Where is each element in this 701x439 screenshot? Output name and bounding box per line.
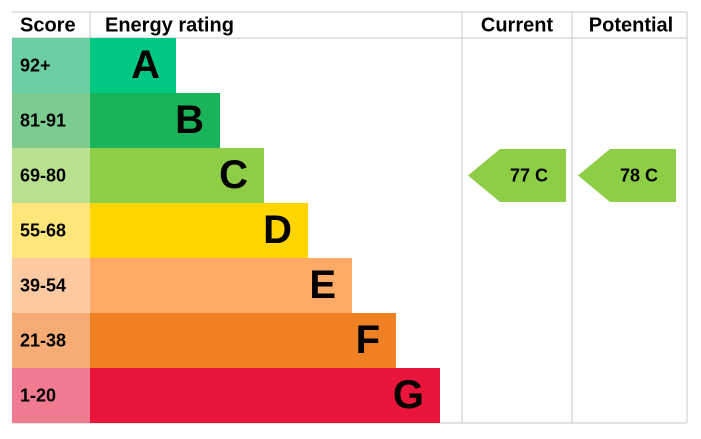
header-rating: Energy rating [105,14,234,36]
score-cell [12,258,90,313]
score-cell [12,368,90,423]
rating-letter: E [309,263,336,307]
rating-bar [90,38,176,93]
score-range: 21-38 [20,330,66,350]
score-range: 92+ [20,55,51,75]
current-arrow [468,149,566,202]
score-range: 81-91 [20,110,66,130]
rating-bar [90,368,440,423]
score-range: 69-80 [20,165,66,185]
current-label: 77 C [510,165,548,185]
potential-score: 78 [620,165,640,185]
rating-letter: B [175,98,204,142]
rating-bar [90,313,396,368]
score-cell [12,203,90,258]
current-rating: C [535,165,548,185]
header-score: Score [20,14,76,36]
rating-bar [90,203,308,258]
header-current: Current [481,14,554,36]
score-cell [12,93,90,148]
score-range: 39-54 [20,275,66,295]
potential-arrow [578,149,676,202]
score-range: 1-20 [20,385,56,405]
rating-letter: C [219,153,248,197]
score-range: 55-68 [20,220,66,240]
rating-bar [90,258,352,313]
rating-letter: D [263,208,292,252]
rating-letter: A [131,43,160,87]
score-cell [12,313,90,368]
rating-bar [90,148,264,203]
rating-bar [90,93,220,148]
rating-letter: F [356,318,380,362]
potential-label: 78 C [620,165,658,185]
potential-rating: C [645,165,658,185]
rating-letter: G [393,373,424,417]
score-cell [12,148,90,203]
header-potential: Potential [589,14,673,36]
score-cell [12,38,90,93]
current-score: 77 [510,165,530,185]
